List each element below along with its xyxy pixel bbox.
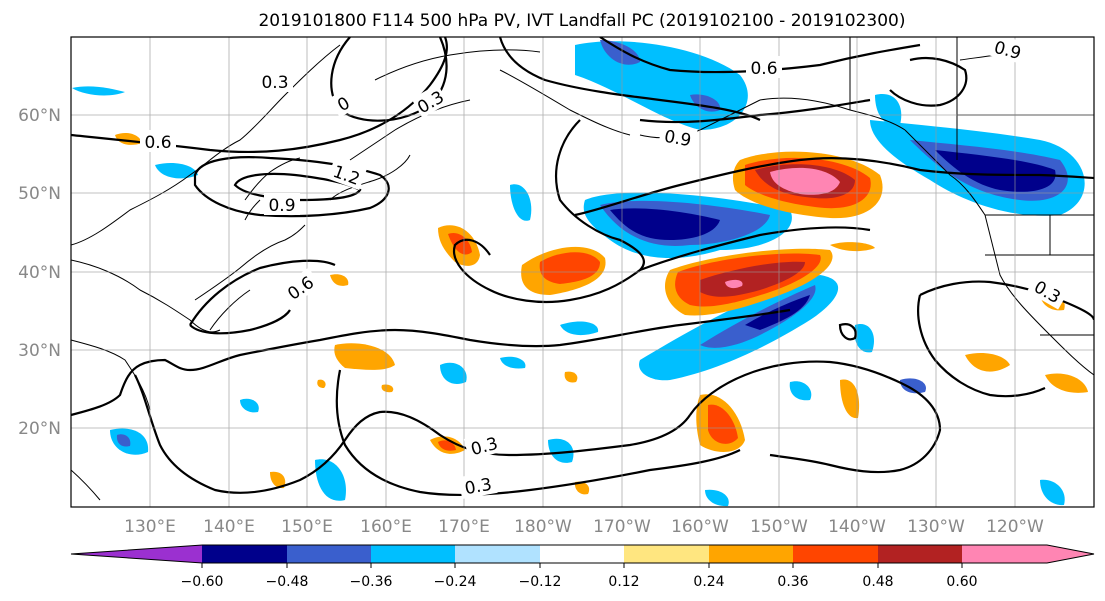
lon-label: 160°W [671,517,729,537]
lon-label: 140°E [203,517,255,537]
colorbar-tick-label: −0.36 [350,574,393,590]
colorbar-tick-label: −0.24 [434,574,477,590]
contour-label: 0.3 [261,73,288,93]
lon-label: 140°W [828,517,886,537]
colorbar-ticks: −0.60 −0.48 −0.36 −0.24 −0.12 0.12 0.24 … [181,574,978,590]
colorbar-segment [455,545,540,563]
colorbar-segment [371,545,455,563]
lat-label: 40°N [18,263,61,283]
colorbar-tick-label: −0.12 [519,574,562,590]
colorbar-extend-low [71,545,203,563]
colorbar-segment [287,545,371,563]
lat-axis: 60°N 50°N 40°N 30°N 20°N [18,106,61,439]
contour-label: 0.9 [268,196,295,216]
coastlines [71,37,1094,501]
contour-labels: 0.3 0.6 0.9 1.2 0.9 0.6 0.9 0.6 0.3 0.3 … [140,37,1070,499]
colorbar-tick-label: 0.60 [946,574,977,590]
lon-label: 180°W [514,517,572,537]
lat-label: 20°N [18,419,61,439]
colorbar-segment [624,545,709,563]
colorbar-tick-label: −0.48 [266,574,309,590]
map-frame [70,36,1095,508]
pv-shading [72,40,1088,507]
colorbar-tick-label: 0.12 [608,574,639,590]
contour-label: 0.3 [463,475,493,499]
lon-label: 150°W [750,517,808,537]
lon-axis: 130°E 140°E 150°E 160°E 170°E 180°W 170°… [124,517,1044,537]
colorbar-segment [540,545,624,563]
colorbar [70,544,1095,568]
map-title: 2019101800 F114 500 hPa PV, IVT Landfall… [258,11,905,31]
lat-label: 50°N [18,184,61,204]
lat-label: 60°N [18,106,61,126]
lon-label: 130°E [124,517,176,537]
lat-label: 30°N [18,341,61,361]
colorbar-segment [202,545,287,563]
contour-label: 0.6 [750,59,777,79]
contour-label: 0.6 [144,133,171,153]
lon-label: 170°E [438,517,490,537]
colorbar-tick-label: 0.48 [862,574,893,590]
lon-label: 170°W [593,517,651,537]
lon-label: 160°E [360,517,412,537]
contour-label: 0.9 [663,127,693,151]
colorbar-tick-label: −0.60 [181,574,224,590]
lon-label: 120°W [986,517,1044,537]
map-content: 0.3 0.6 0.9 1.2 0.9 0.6 0.9 0.6 0.3 0.3 … [71,37,1094,507]
lon-label: 150°E [281,517,333,537]
colorbar-segment [793,545,878,563]
lon-label: 130°W [907,517,965,537]
gridlines [71,37,1094,507]
colorbar-tick-label: 0.24 [693,574,724,590]
colorbar-segment [962,545,1047,563]
colorbar-segment [878,545,962,563]
colorbar-segment [709,545,793,563]
colorbar-extend-high [1047,545,1094,563]
colorbar-tick-label: 0.36 [777,574,808,590]
